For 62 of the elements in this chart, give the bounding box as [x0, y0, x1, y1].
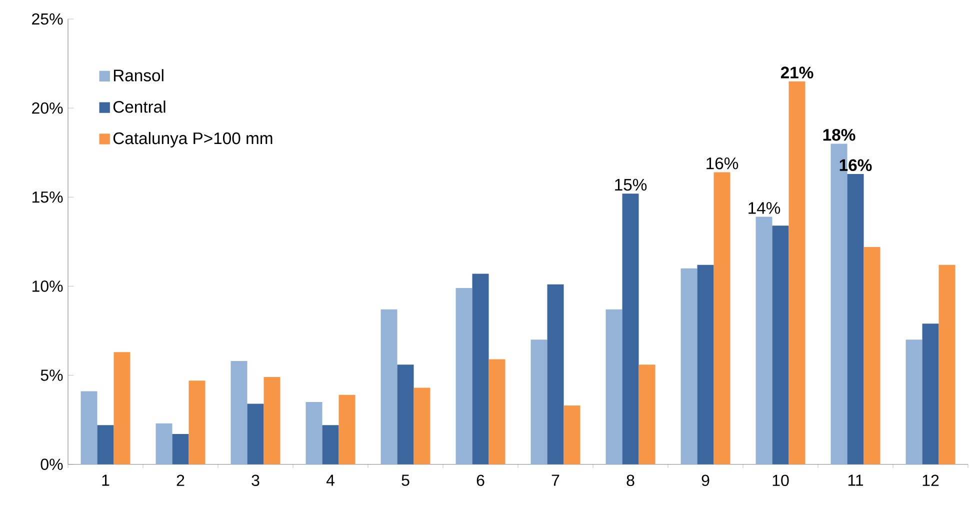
bar	[156, 423, 172, 464]
bar	[638, 364, 656, 464]
x-tick-label: 6	[476, 474, 484, 486]
x-tick-label: 4	[326, 474, 334, 486]
bar	[564, 406, 580, 464]
legend-label: Ransol	[114, 69, 164, 82]
bar	[906, 340, 922, 464]
data-label: 16%	[840, 159, 872, 172]
legend-label: Central	[113, 100, 166, 113]
bar	[338, 394, 356, 464]
x-tick-label: 11	[848, 474, 864, 486]
bar	[922, 324, 939, 464]
bar	[380, 309, 398, 464]
y-tick-label: 15%	[32, 192, 63, 203]
bar	[247, 404, 264, 464]
legend-label: Catalunya P>100 mm	[113, 132, 272, 148]
bar	[414, 388, 430, 464]
bar	[488, 359, 506, 464]
bar	[456, 288, 472, 464]
x-tick-label: 12	[922, 474, 939, 486]
bar	[188, 380, 206, 464]
bar	[322, 425, 339, 464]
data-label: 14%	[748, 202, 780, 214]
bar	[530, 340, 548, 464]
data-label: 21%	[780, 66, 814, 78]
y-tick-label: 0%	[40, 458, 63, 470]
y-tick-label: 20%	[32, 102, 63, 114]
bar	[697, 264, 714, 464]
bar	[97, 425, 114, 464]
bar	[172, 434, 189, 464]
bar	[306, 402, 322, 464]
bar	[847, 174, 864, 464]
x-tick-label: 5	[402, 474, 410, 486]
bar	[714, 172, 730, 464]
y-tick-label: 25%	[32, 13, 63, 25]
y-tick-label: 5%	[40, 370, 63, 381]
bar	[622, 194, 639, 464]
bar	[397, 364, 414, 464]
x-tick-label: 2	[176, 474, 184, 486]
bar	[680, 268, 698, 464]
bar	[606, 309, 622, 464]
data-label: 18%	[823, 128, 856, 141]
bar	[756, 216, 772, 464]
bar	[114, 352, 130, 464]
bar	[864, 247, 880, 464]
data-label: 16%	[706, 157, 738, 170]
x-tick-label: 7	[552, 474, 560, 486]
bar	[788, 81, 806, 464]
data-label: 15%	[615, 178, 647, 191]
bar	[772, 226, 789, 464]
bar	[472, 274, 489, 464]
bar	[230, 361, 248, 464]
x-tick-label: 8	[626, 474, 634, 486]
x-tick-label: 10	[772, 474, 789, 486]
y-tick-label: 10%	[32, 280, 63, 292]
x-tick-label: 1	[102, 474, 110, 486]
x-tick-label: 9	[702, 474, 710, 486]
bar	[938, 264, 956, 464]
bar	[80, 391, 98, 464]
bar	[547, 284, 564, 464]
bar	[264, 377, 280, 464]
x-tick-label: 3	[252, 474, 260, 486]
